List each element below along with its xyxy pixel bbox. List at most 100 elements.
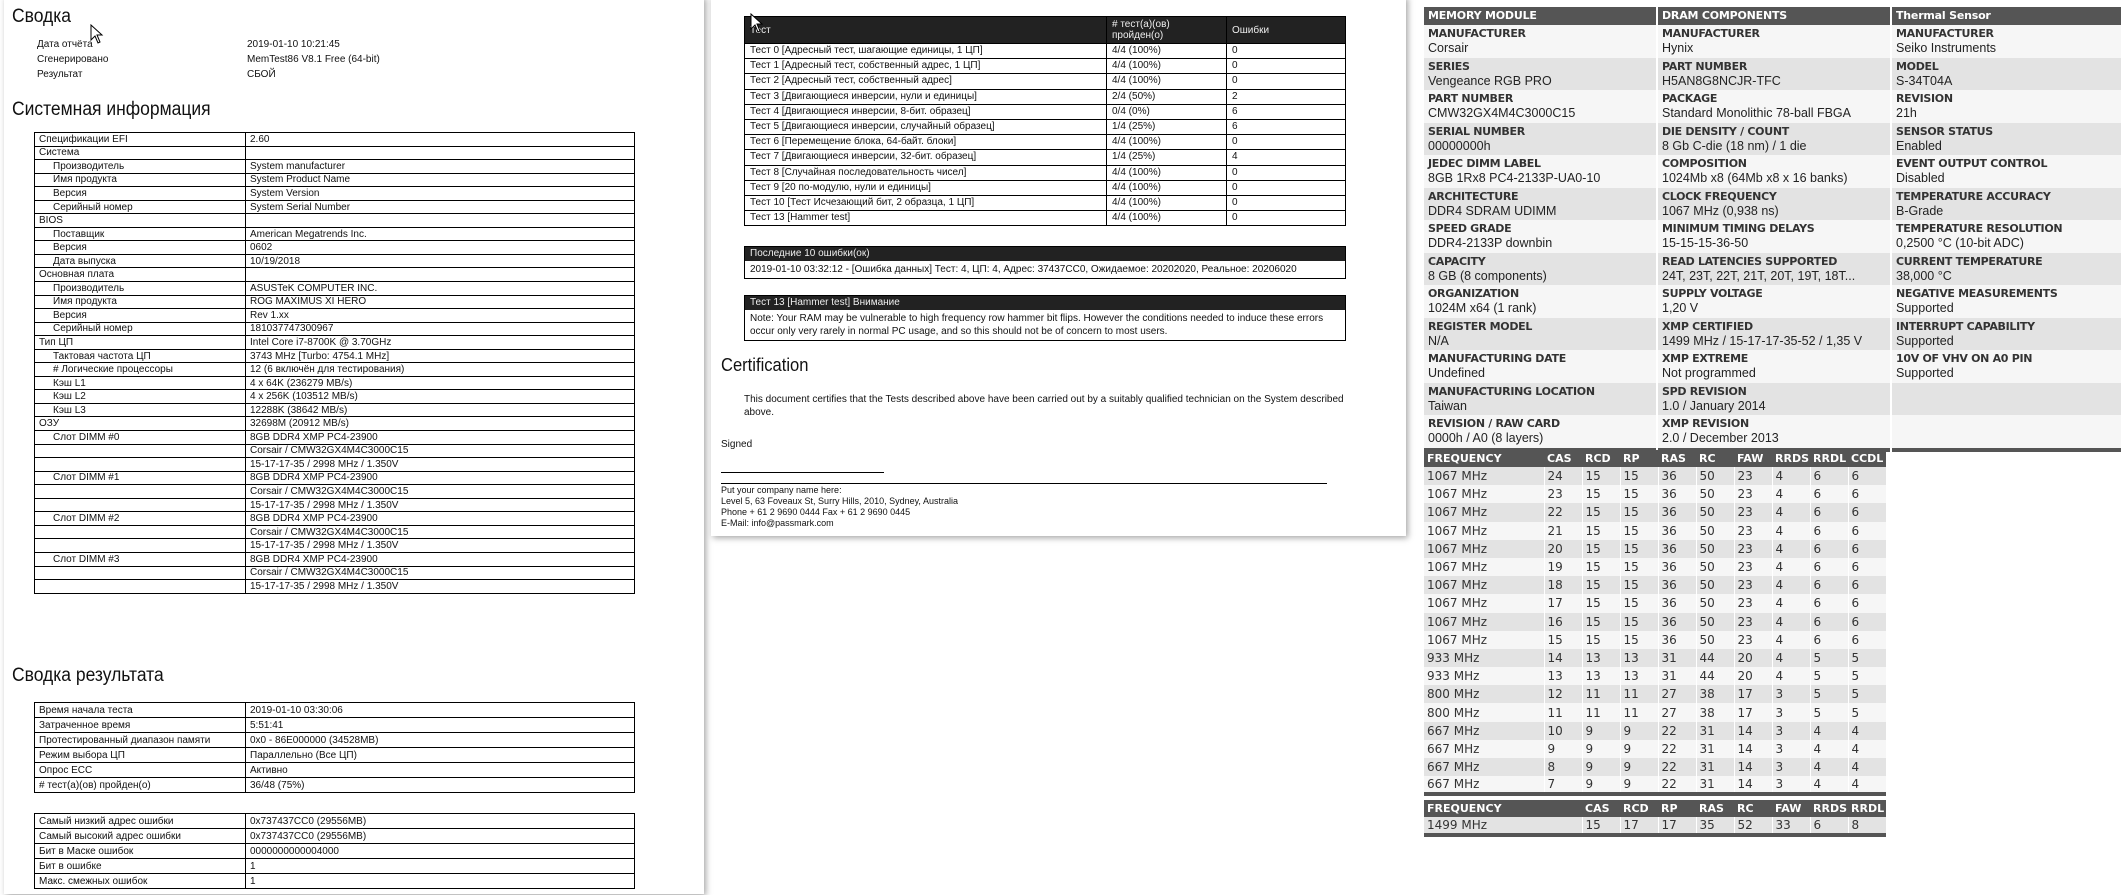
timing-cell: 4 — [1771, 485, 1810, 504]
row-value: 4 x 256K (103512 MB/s) — [245, 389, 635, 404]
row-value: System Serial Number — [245, 199, 635, 215]
hammer-warning-note: Note: Your RAM may be vulnerable to high… — [750, 313, 1324, 337]
timing-row: 1067 MHz 24 15 15 36 50 23 4 6 6 — [1424, 467, 1886, 486]
table-row: Самый высокий адрес ошибки 0x737437CC0 (2… — [34, 828, 635, 844]
timing-cell: 36 — [1657, 503, 1696, 522]
test-row: Тест 6 [Перемещение блока, 64-байт. блок… — [744, 134, 1346, 151]
table-row: Основная плата — [34, 267, 635, 282]
table-row: Corsair / CMW32GX4M4C3000C15 — [34, 443, 635, 459]
timing-cell: 4 — [1809, 758, 1848, 777]
timing-cell: 9 — [1619, 739, 1658, 758]
timing-cell: 14 — [1733, 721, 1772, 740]
table-row: Производитель System manufacturer — [34, 159, 635, 174]
row-label: Самый низкий адрес ошибки — [34, 813, 246, 829]
test-row: Тест 5 [Двигающиеся инверсии, случайный … — [744, 118, 1346, 136]
spd-item-value: 21h — [1896, 106, 1917, 120]
spd-item: SPD REVISION 1.0 / January 2014 — [1658, 382, 1890, 415]
timing-cell: 3 — [1771, 758, 1810, 777]
row-value: 5:51:41 — [245, 717, 635, 733]
timing-cell: 6 — [1809, 485, 1848, 504]
row-label: Дата выпуска — [34, 253, 246, 269]
spd-item-value: Hynix — [1662, 41, 1694, 55]
spd-item: JEDEC DIMM LABEL 8GB 1Rx8 PC4-2133P-UA0-1… — [1424, 155, 1656, 188]
timing-cell: 6 — [1847, 539, 1886, 558]
timing-cell: 9 — [1619, 758, 1658, 777]
timing-cell: 15 — [1619, 539, 1658, 558]
test-errors: 0 — [1226, 58, 1346, 75]
timing-cell: 23 — [1733, 612, 1772, 631]
spd-column-footer — [1892, 447, 2121, 452]
row-label: Затраченное время — [34, 717, 246, 733]
row-value: System Product Name — [245, 172, 635, 188]
spd-item-value: 1499 MHz / 15-17-17-35-52 / 1,35 V — [1662, 333, 1863, 348]
test-errors: 0 — [1226, 73, 1346, 90]
footer-line: Put your company name here: — [721, 485, 842, 495]
spd-column: MEMORY MODULE MANUFACTURER Corsair SERIES Ve… — [1424, 7, 1656, 452]
test-errors: 0 — [1226, 194, 1346, 212]
timing-cell: 4 — [1771, 503, 1810, 522]
timing-row: 1067 MHz 16 15 15 36 50 23 4 6 6 — [1424, 612, 1886, 631]
spd-item-value: 8 Gb C-die (18 nm) / 1 die — [1662, 138, 1807, 153]
row-label: Производитель — [34, 281, 246, 296]
timing-cell: 4 — [1809, 739, 1848, 758]
test-name: Тест 3 [Двигающиеся инверсии, нули и еди… — [744, 88, 1107, 105]
spd-item-label: XMP REVISION — [1662, 417, 1749, 430]
spd-item-value: 38,000 °C — [1896, 268, 1952, 283]
timing-cell: 6 — [1809, 817, 1848, 836]
spd-item: CAPACITY 8 GB (8 components) — [1424, 252, 1656, 285]
summary-label: Результат — [37, 69, 83, 80]
timing-cell: 15 — [1581, 817, 1620, 836]
spd-item-label: CLOCK FREQUENCY — [1662, 189, 1777, 203]
table-row: BIOS — [34, 213, 635, 228]
timing-cell: 1067 MHz — [1424, 485, 1544, 504]
timing-header: RRDL — [1848, 800, 1886, 817]
timing-cell: 13 — [1581, 648, 1620, 668]
spd-item-label: JEDEC DIMM LABEL — [1428, 157, 1541, 170]
timing-cell: 6 — [1847, 485, 1886, 504]
row-value: 15-17-17-35 / 2998 MHz / 1.350V — [245, 497, 635, 513]
timing-cell: 14 — [1733, 776, 1772, 795]
timing-cell: 1067 MHz — [1424, 467, 1544, 486]
test-name: Тест 0 [Адресный тест, шагающие единицы,… — [744, 42, 1107, 60]
timing-cell: 17 — [1619, 817, 1658, 836]
row-value: 1 — [245, 858, 635, 874]
timing-cell: 22 — [1657, 721, 1696, 740]
timing-cell: 13 — [1619, 667, 1658, 686]
row-label: Слот DIMM #2 — [34, 511, 246, 526]
mouse-pointer-icon — [750, 13, 764, 33]
timing-cell: 23 — [1733, 539, 1772, 558]
timing-cell: 5 — [1809, 667, 1848, 686]
test-passed: 4/4 (100%) — [1106, 164, 1227, 181]
summary-label: Дата отчёта — [37, 39, 93, 50]
sysinfo-table: Спецификации EFI 2.60 Система Производитель… — [34, 132, 635, 594]
spd-item-value: Corsair — [1428, 41, 1469, 55]
table-row: Corsair / CMW32GX4M4C3000C15 — [34, 484, 635, 499]
timing-cell: 50 — [1695, 539, 1734, 558]
timing-cell: 15 — [1619, 467, 1658, 486]
spd-item-value: 8 GB (8 components) — [1428, 268, 1547, 283]
timing-row: 1067 MHz 19 15 15 36 50 23 4 6 6 — [1424, 557, 1886, 577]
timing-cell: 6 — [1847, 576, 1886, 595]
spd-item: CURRENT TEMPERATURE 38,000 °C — [1892, 252, 2121, 285]
row-value: 1 — [245, 873, 635, 889]
hammer-warning-block: Тест 13 [Hammer test] Внимание Note: You… — [744, 295, 1346, 341]
spd-column-footer — [1658, 447, 1890, 452]
spd-item-label: NEGATIVE MEASUREMENTS — [1896, 287, 2058, 300]
spd-item-label: MANUFACTURER — [1662, 27, 1760, 40]
spd-item-value: 8GB 1Rx8 PC4-2133P-UA0-10 — [1428, 171, 1601, 185]
timing-cell: 13 — [1619, 648, 1658, 668]
timing-cell: 20 — [1733, 648, 1772, 668]
spd-item-label: SERIES — [1428, 59, 1470, 73]
timing-cell: 22 — [1543, 503, 1582, 522]
timing-cell: 4 — [1809, 721, 1848, 740]
timing-cell: 11 — [1581, 703, 1620, 722]
row-label: BIOS — [34, 213, 246, 228]
table-row: Кэш L3 12288K (38642 MB/s) — [34, 402, 635, 418]
row-value: American Megatrends Inc. — [245, 226, 635, 242]
test-row: Тест 7 [Двигающиеся инверсии, 32-бит. об… — [744, 149, 1346, 166]
table-row: Corsair / CMW32GX4M4C3000C15 — [34, 565, 635, 581]
timing-cell: 50 — [1695, 467, 1734, 486]
spd-item: TEMPERATURE ACCURACY B-Grade — [1892, 187, 2121, 220]
spd-item-label: MANUFACTURER — [1896, 27, 1994, 40]
table-row: Слот DIMM #3 8GB DDR4 XMP PC4-23900 — [34, 551, 635, 567]
